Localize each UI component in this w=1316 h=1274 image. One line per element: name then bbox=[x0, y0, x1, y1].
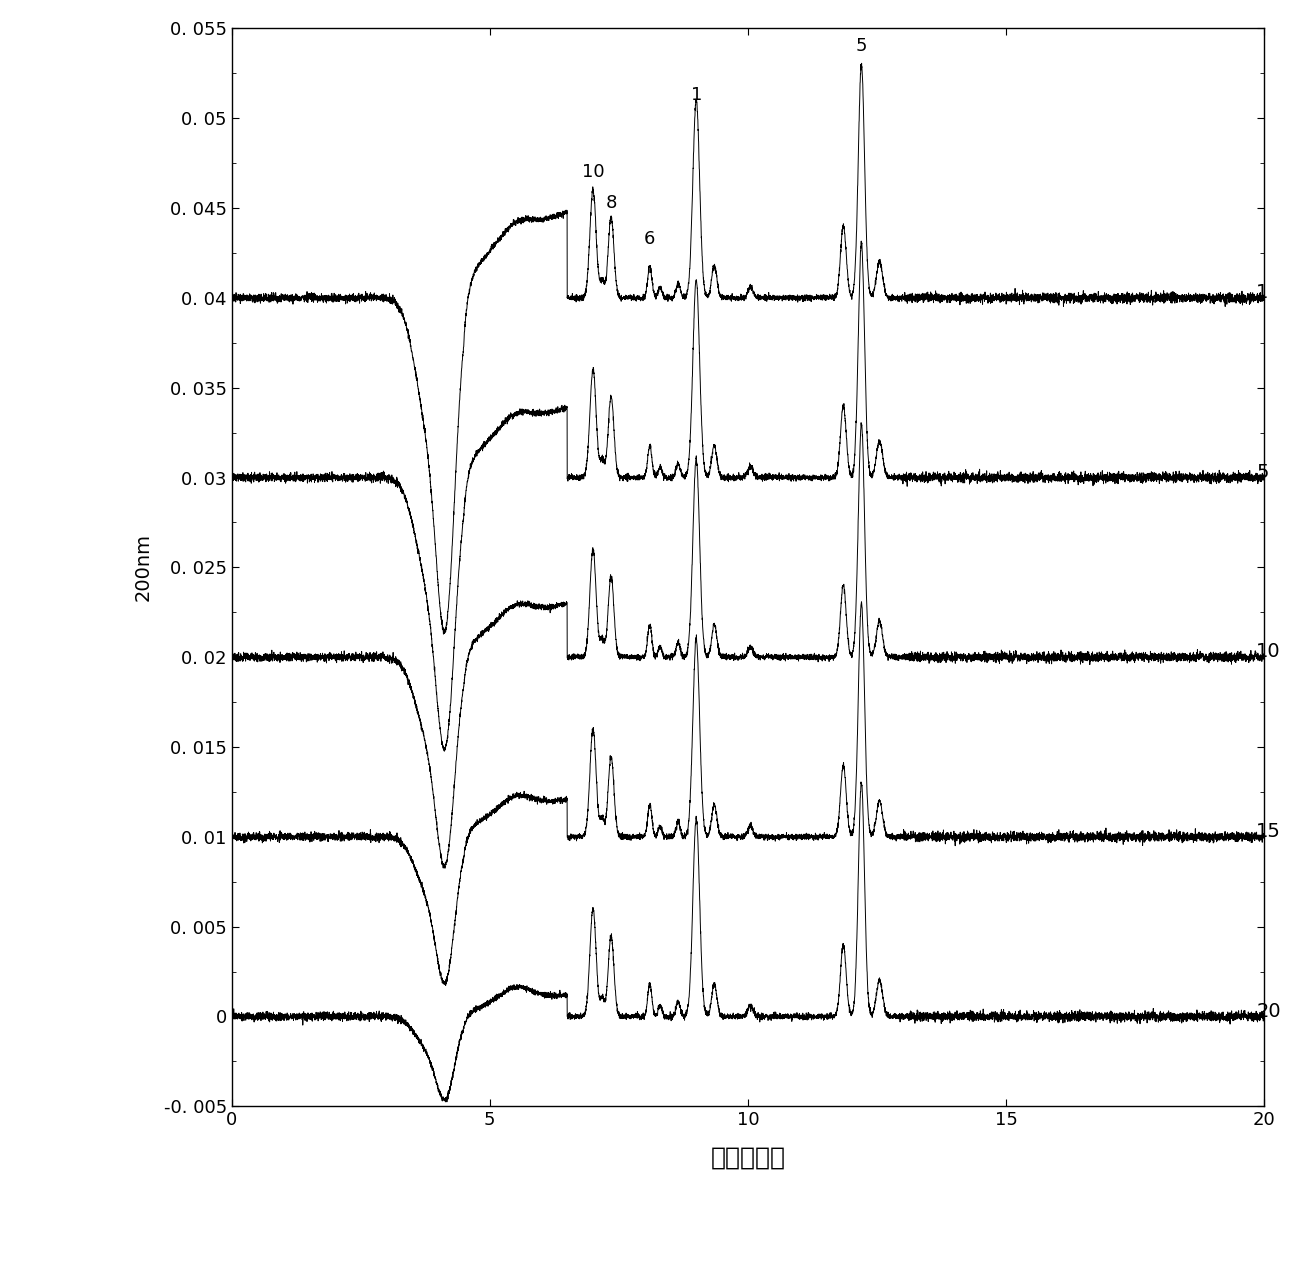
Text: 20: 20 bbox=[1257, 1001, 1280, 1020]
Text: 1: 1 bbox=[691, 85, 701, 103]
Text: 8: 8 bbox=[605, 194, 617, 211]
Text: 10: 10 bbox=[1257, 642, 1280, 661]
X-axis label: 时间（分）: 时间（分） bbox=[711, 1145, 786, 1170]
Text: 5: 5 bbox=[1257, 462, 1269, 482]
Text: 1: 1 bbox=[1257, 283, 1269, 302]
Text: 15: 15 bbox=[1257, 822, 1282, 841]
Text: 5: 5 bbox=[855, 37, 867, 55]
Y-axis label: 200nm: 200nm bbox=[133, 534, 153, 601]
Text: 10: 10 bbox=[582, 163, 604, 181]
Text: 6: 6 bbox=[644, 229, 655, 247]
